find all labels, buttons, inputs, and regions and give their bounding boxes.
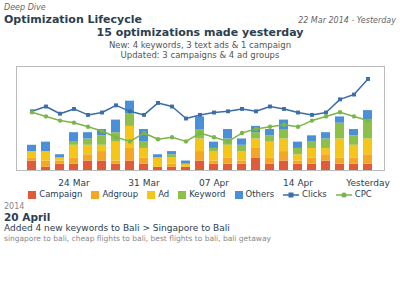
html-text:15 optimizations made yesterda: 15 optimizations made yesterday <box>96 26 304 39</box>
svg-text:14 Apr: 14 Apr <box>283 178 313 188</box>
html-text:Campaign: Campaign <box>39 189 83 199</box>
svg-text:31 Mar: 31 Mar <box>128 178 160 188</box>
html-text:Added 4 new keywords to Bali >: Added 4 new keywords to Bali > Singapore… <box>4 223 230 233</box>
html-text:Keyword: Keyword <box>189 189 226 199</box>
svg-text:24 Mar: 24 Mar <box>58 178 90 188</box>
html-text:Others: Others <box>245 189 275 199</box>
html-text:Adgroup: Adgroup <box>102 189 139 199</box>
svg-text:Yesterday: Yesterday <box>345 178 390 188</box>
html-text:Deep Dive: Deep Dive <box>4 3 46 12</box>
html-text:Clicks: Clicks <box>302 189 327 199</box>
html-text:2014: 2014 <box>4 202 25 211</box>
html-text:20 April: 20 April <box>4 211 51 223</box>
html-text:singapore to bali, cheap fligh: singapore to bali, cheap flights to bali… <box>4 234 271 243</box>
svg-text:07 Apr: 07 Apr <box>199 178 229 188</box>
html-text:Updated: 3 campaigns & 4 ad gr: Updated: 3 campaigns & 4 ad groups <box>120 50 280 60</box>
html-text:CPC: CPC <box>354 189 372 199</box>
html-text:22 Mar 2014 - Yesterday: 22 Mar 2014 - Yesterday <box>298 16 396 25</box>
html-text:Optimization Lifecycle: Optimization Lifecycle <box>4 13 142 26</box>
html-text:Ad: Ad <box>158 189 170 199</box>
html-text:New: 4 keywords, 3 text ads &: New: 4 keywords, 3 text ads & 1 campaign <box>109 40 291 50</box>
